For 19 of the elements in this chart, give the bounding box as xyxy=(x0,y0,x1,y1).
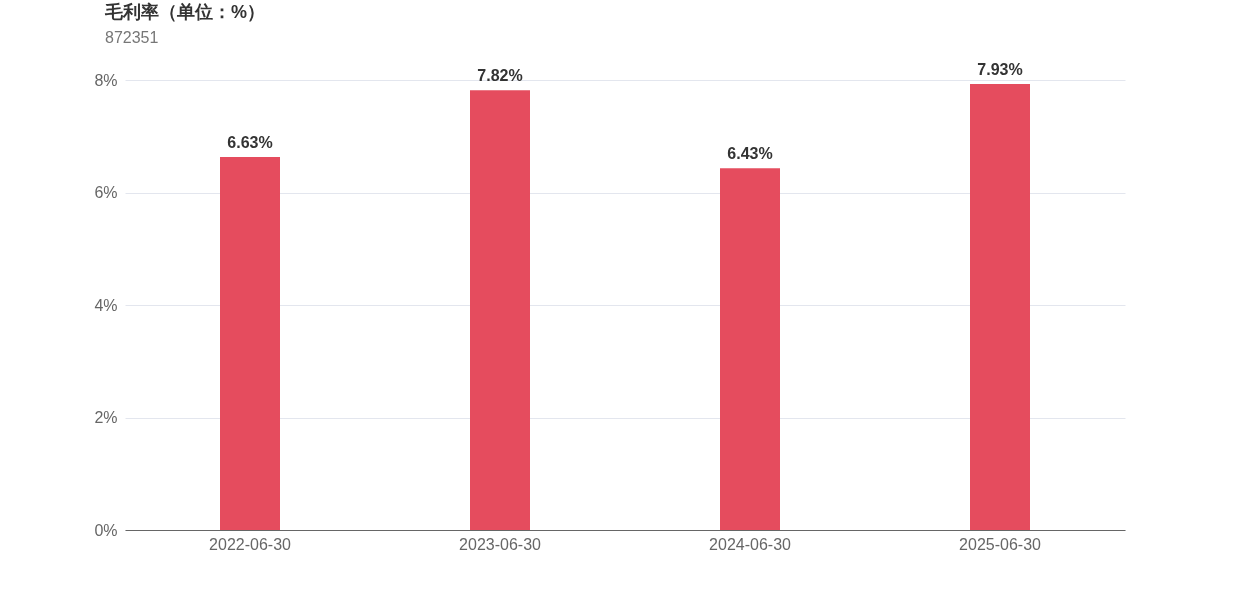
chart-title: 毛利率（单位：%） xyxy=(104,1,266,22)
bar xyxy=(720,168,780,530)
bar xyxy=(220,157,280,530)
bar xyxy=(470,90,530,530)
data-label: 6.43% xyxy=(727,145,773,163)
chart-subtitle: 872351 xyxy=(105,28,159,46)
x-tick-label: 2024-06-30 xyxy=(709,535,792,553)
data-label: 7.82% xyxy=(477,67,523,85)
y-tick-label: 0% xyxy=(94,521,118,539)
y-tick-label: 2% xyxy=(94,409,118,426)
data-label: 6.63% xyxy=(227,134,273,152)
y-tick-label: 8% xyxy=(94,71,118,89)
x-tick-label: 2023-06-30 xyxy=(459,535,542,553)
x-tick-label: 2025-06-30 xyxy=(959,535,1042,553)
y-tick-label: 4% xyxy=(94,296,118,314)
data-label: 7.93% xyxy=(977,60,1023,78)
y-tick-label: 6% xyxy=(94,184,118,201)
x-tick-label: 2022-06-30 xyxy=(209,535,292,553)
bar xyxy=(970,83,1030,530)
